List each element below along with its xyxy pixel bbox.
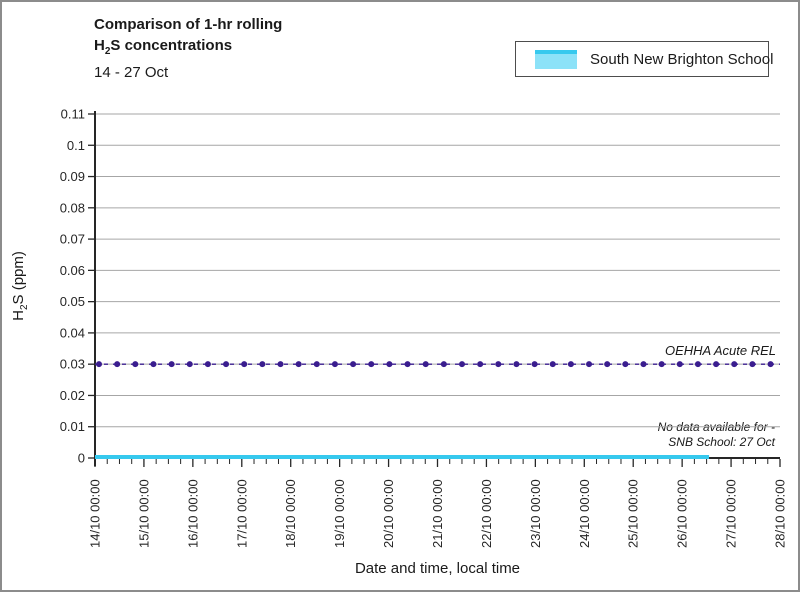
chart-title-h-sub: 2: [104, 46, 111, 57]
rel-marker-dot: [132, 361, 139, 368]
x-tick-label: 18/10 00:00: [283, 479, 298, 548]
rel-marker-dot: [331, 361, 338, 368]
rel-marker-dot: [241, 361, 248, 368]
x-tick-label: 17/10 00:00: [234, 479, 249, 548]
rel-marker-dot: [713, 361, 720, 368]
oehha-acute-rel-annotation: OEHHA Acute REL: [664, 343, 776, 358]
y-tick-label: 0.04: [60, 325, 85, 340]
y-tick-label: 0.02: [60, 388, 85, 403]
rel-marker-dot: [259, 361, 266, 368]
rel-marker-dot: [350, 361, 357, 368]
rel-marker-dot: [622, 361, 629, 368]
rel-marker-dot: [495, 361, 502, 368]
y-tick-label: 0.11: [61, 107, 85, 122]
y-tick-label: 0.1: [67, 138, 85, 153]
x-axis-title: Date and time, local time: [354, 560, 521, 577]
rel-marker-dot: [295, 361, 302, 368]
legend: South New Brighton School: [515, 41, 773, 77]
x-tick-label: 25/10 00:00: [626, 479, 641, 548]
rel-marker-dot: [168, 361, 175, 368]
legend-label-snb-school: South New Brighton School: [590, 50, 774, 68]
rel-marker-dot: [440, 361, 447, 368]
x-tick-label: 26/10 00:00: [675, 479, 690, 548]
rel-marker-dot: [604, 361, 611, 368]
rel-marker-dot: [694, 361, 701, 368]
rel-marker-dot: [386, 361, 393, 368]
y-tick-label: 0.06: [60, 263, 85, 278]
rel-marker-dot: [204, 361, 211, 368]
rel-marker-dot: [477, 361, 484, 368]
rel-marker-dot: [404, 361, 411, 368]
rel-marker-dot: [114, 361, 121, 368]
y-tick-label: 0.05: [60, 294, 85, 309]
rel-marker-dot: [368, 361, 375, 368]
rel-marker-dot: [567, 361, 574, 368]
x-tick-label: 27/10 00:00: [724, 479, 739, 548]
chart-title-line1: Comparison of 1-hr rolling: [94, 16, 283, 33]
rel-marker-dot: [549, 361, 556, 368]
rel-marker-dot: [513, 361, 520, 368]
y-tick-label: 0.03: [60, 357, 85, 372]
rel-marker-dot: [150, 361, 157, 368]
no-data-annotation-line2: SNB School: 27 Oct: [668, 435, 775, 449]
x-tick-label: 22/10 00:00: [479, 479, 494, 548]
rel-marker-dot: [586, 361, 593, 368]
x-tick-label: 23/10 00:00: [528, 479, 543, 548]
x-tick-label: 28/10 00:00: [773, 479, 788, 548]
rel-marker-dot: [422, 361, 429, 368]
rel-marker-dot: [531, 361, 538, 368]
rel-marker-dot: [277, 361, 284, 368]
x-tick-label: 14/10 00:00: [88, 479, 103, 548]
x-tick-label: 16/10 00:00: [185, 479, 200, 548]
y-tick-label: 0.01: [60, 419, 85, 434]
chart-title-h: H: [94, 37, 105, 54]
chart-title: Comparison of 1-hr rolling H2S concentra…: [94, 14, 282, 62]
rel-marker-dot: [767, 361, 774, 368]
y-tick-label: 0.08: [60, 200, 85, 215]
no-data-annotation: No data available for - SNB School: 27 O…: [658, 420, 775, 450]
rel-marker-dot: [313, 361, 320, 368]
chart-title-rest: S concentrations: [110, 37, 233, 54]
rel-marker-dot: [749, 361, 756, 368]
rel-marker-dot: [658, 361, 665, 368]
legend-swatch-snb-school: [535, 49, 577, 69]
x-tick-label: 21/10 00:00: [430, 479, 445, 548]
rel-marker-dot: [459, 361, 465, 368]
y-tick-label: 0.07: [60, 232, 85, 247]
x-tick-label: 24/10 00:00: [577, 479, 592, 548]
rel-marker-dot: [731, 361, 738, 368]
x-tick-label: 19/10 00:00: [332, 479, 347, 548]
chart-date-range: 14 - 27 Oct: [94, 64, 169, 81]
rel-marker-dot: [186, 361, 193, 368]
rel-marker-dot: [676, 361, 683, 368]
x-tick-label: 15/10 00:00: [136, 479, 151, 548]
y-tick-label: 0: [78, 451, 85, 466]
chart-title-line2: H2S concentrations: [94, 35, 282, 62]
rel-marker-dot: [223, 361, 230, 368]
x-tick-label: 20/10 00:00: [381, 479, 396, 548]
rel-marker-dot: [640, 361, 647, 368]
y-tick-label: 0.09: [60, 169, 85, 184]
rel-marker-dot: [96, 361, 102, 368]
